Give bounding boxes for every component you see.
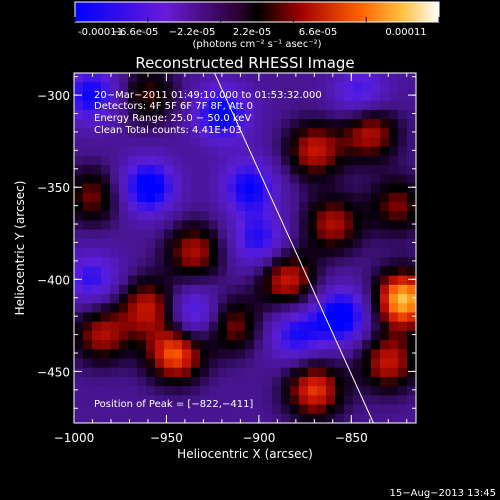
y-axis-label: Heliocentric Y (arcsec) [13,181,27,316]
annotation-line-4: Clean Total counts: 4.41E+03 [94,125,242,136]
x-tick-label: −950 [150,431,183,445]
colorbar-tick-labels: -0.00011−6.6e-05 −2.2e-05 2.2e-05 6.6e-05 0.… [78,27,427,38]
annotation-line-2: Detectors: 4F 5F 6F 7F 8F, Att 0 [94,101,253,112]
heatmap-area [74,73,416,423]
annotation-line-3: Energy Range: 25.0 − 50.0 keV [94,113,251,124]
y-tick-label: −300 [37,89,70,103]
chart-title: Reconstructed RHESSI Image [135,54,354,72]
y-tick-label: −450 [37,365,70,379]
colorbar-tick-label: 6.6e-05 [299,27,337,38]
x-tick-label: −850 [335,431,368,445]
colorbar-tick-label: −6.6e-05 [112,27,159,38]
colorbar-tick-label: 2.2e-05 [233,27,271,38]
plot-frame [73,72,417,424]
colorbar-units: (photons cm⁻² s⁻¹ asec⁻²) [192,39,321,50]
y-tick-label: −400 [37,273,70,287]
colorbar-tick-label: 0.00011 [385,27,426,38]
annotation-block: 20−Mar−2011 01:49:10.000 to 01:53:32.000… [94,90,322,136]
y-tick-label: −350 [37,181,70,195]
x-tick-label: −900 [242,431,275,445]
y-ticks: −300 −350 −400 −450 [37,76,416,409]
colorbar-tick-label: -0.00011 [78,27,123,38]
annotation-line-1: 20−Mar−2011 01:49:10.000 to 01:53:32.000 [94,90,322,101]
solar-limb-line [214,73,374,423]
x-axis-label: Heliocentric X (arcsec) [177,447,313,461]
peak-label: Position of Peak = [−822,−411] [94,399,253,410]
x-tick-label: −1000 [54,431,95,445]
timestamp: 15−Aug−2013 13:45 [390,488,496,499]
colorbar-tick-label: −2.2e-05 [169,27,216,38]
colorbar-ticks [74,17,440,22]
colorbar [74,1,440,23]
x-ticks: −1000 −950 −900 −850 [54,73,408,445]
